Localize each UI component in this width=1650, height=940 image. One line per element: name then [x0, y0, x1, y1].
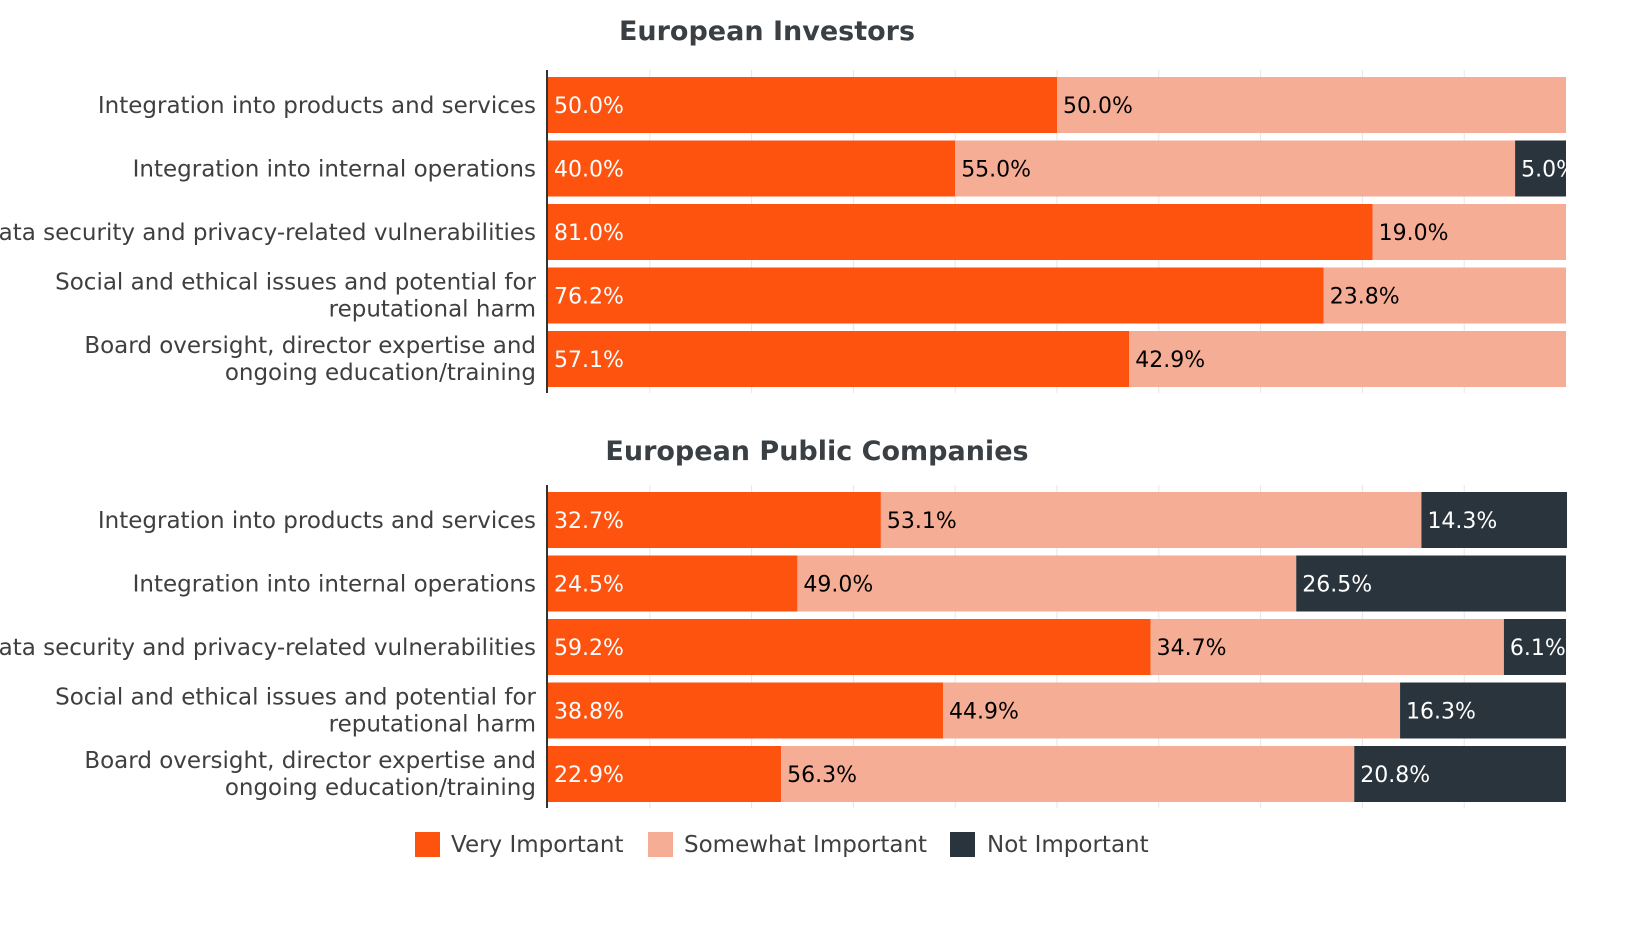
category-label: reputational harm: [329, 712, 536, 738]
chart-title: European Public Companies: [605, 436, 1028, 467]
bar-segment-not-important: [1400, 682, 1566, 739]
data-label: 50.0%: [1063, 94, 1133, 119]
legend-swatch-very-important: [415, 832, 440, 857]
bar-segment-somewhat-important: [1372, 204, 1566, 260]
bar-segment-not-important: [1515, 140, 1566, 197]
data-label: 42.9%: [1135, 348, 1205, 373]
data-label: 55.0%: [961, 158, 1031, 183]
data-label: 23.8%: [1330, 285, 1400, 310]
legend-swatch-somewhat-important: [648, 832, 673, 857]
bar-segment-not-important: [1296, 555, 1566, 612]
bar-segment-somewhat-important: [880, 492, 1422, 548]
bar-segment-not-important: [1354, 746, 1566, 802]
bar-segment-very-important: [548, 492, 881, 548]
legend-swatch-not-important: [950, 832, 975, 857]
data-label: 22.9%: [554, 763, 624, 788]
category-label: Social and ethical issues and potential …: [55, 270, 536, 296]
data-label: 56.3%: [787, 763, 857, 788]
data-label: 50.0%: [554, 94, 624, 119]
bar-segment-very-important: [548, 267, 1324, 324]
legend-label: Somewhat Important: [684, 832, 927, 858]
category-label: Integration into internal operations: [133, 157, 536, 183]
data-label: 14.3%: [1427, 509, 1497, 534]
data-label: 44.9%: [949, 700, 1019, 725]
category-label: Board oversight, director expertise and: [84, 748, 536, 774]
data-label: 57.1%: [554, 348, 624, 373]
bar-segment-very-important: [548, 204, 1373, 260]
data-label: 38.8%: [554, 700, 624, 725]
bar-segment-very-important: [548, 331, 1130, 387]
bar-segment-very-important: [548, 555, 798, 612]
data-label: 76.2%: [554, 285, 624, 310]
bar-segment-not-important: [1421, 492, 1568, 548]
data-label: 40.0%: [554, 158, 624, 183]
bar-segment-somewhat-important: [955, 140, 1516, 197]
bar-segment-very-important: [548, 140, 956, 197]
data-label: 24.5%: [554, 573, 624, 598]
category-label: ongoing education/training: [225, 360, 536, 386]
data-label: 81.0%: [554, 221, 624, 246]
category-label: reputational harm: [329, 297, 536, 323]
legend-label: Not Important: [987, 832, 1149, 858]
bar-segment-very-important: [548, 746, 782, 802]
bar-segment-somewhat-important: [942, 682, 1401, 739]
legend-label: Very Important: [451, 832, 624, 858]
category-label: Board oversight, director expertise and: [84, 333, 536, 359]
bar-segment-somewhat-important: [1150, 619, 1504, 675]
bar-segment-somewhat-important: [1057, 77, 1566, 133]
bar-segment-somewhat-important: [1323, 267, 1566, 324]
data-label: 5.0%: [1521, 158, 1577, 183]
category-label: Social and ethical issues and potential …: [55, 685, 536, 711]
category-label: Integration into internal operations: [133, 572, 536, 598]
data-label: 49.0%: [803, 573, 873, 598]
bar-segment-very-important: [548, 682, 943, 739]
data-label: 26.5%: [1302, 573, 1372, 598]
data-label: 6.1%: [1510, 636, 1566, 661]
category-label: ongoing education/training: [225, 775, 536, 801]
data-label: 53.1%: [887, 509, 957, 534]
category-label: Data security and privacy-related vulner…: [0, 635, 536, 661]
bar-segment-somewhat-important: [797, 555, 1297, 612]
bar-segment-very-important: [548, 77, 1057, 133]
data-label: 20.8%: [1360, 763, 1430, 788]
category-label: Integration into products and services: [98, 508, 536, 534]
data-label: 34.7%: [1157, 636, 1227, 661]
data-label: 32.7%: [554, 509, 624, 534]
bar-segment-somewhat-important: [781, 746, 1355, 802]
data-label: 19.0%: [1379, 221, 1449, 246]
data-label: 59.2%: [554, 636, 624, 661]
bar-segment-somewhat-important: [1129, 331, 1566, 387]
bar-segment-very-important: [548, 619, 1151, 675]
category-label: Integration into products and services: [98, 93, 536, 119]
bar-segment-not-important: [1503, 619, 1566, 675]
chart-title: European Investors: [619, 16, 915, 47]
category-label: Data security and privacy-related vulner…: [0, 220, 536, 246]
data-label: 16.3%: [1406, 700, 1476, 725]
